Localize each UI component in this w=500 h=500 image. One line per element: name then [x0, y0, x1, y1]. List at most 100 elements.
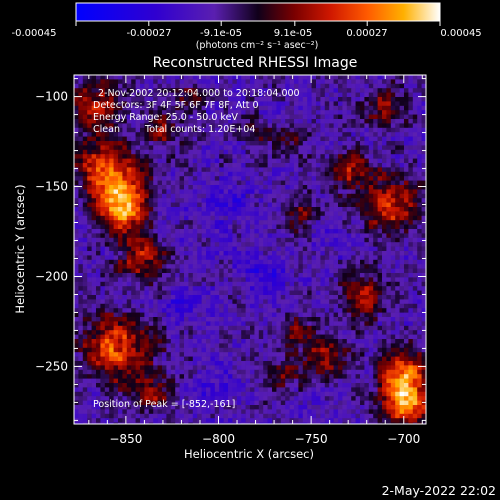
heatmap-cell: [74, 171, 79, 177]
heatmap-cell: [126, 273, 132, 278]
heatmap-cell: [346, 97, 352, 102]
heatmap-cell: [408, 154, 414, 159]
colorbar-tick-label: -0.00045: [12, 28, 57, 39]
heatmap-cell: [311, 141, 317, 146]
heatmap-cell: [395, 251, 400, 256]
heatmap-cell: [267, 88, 273, 93]
heatmap-cell: [316, 141, 321, 146]
heatmap-cell: [100, 299, 106, 305]
heatmap-cell: [399, 92, 405, 98]
heatmap-cell: [254, 303, 260, 309]
heatmap-cell: [364, 123, 370, 129]
heatmap-cell: [214, 189, 220, 195]
heatmap-cell: [91, 167, 97, 173]
heatmap-cell: [140, 281, 145, 287]
heatmap-cell: [223, 193, 229, 199]
heatmap-cell: [386, 101, 392, 107]
heatmap-cell: [192, 211, 198, 217]
heatmap-cell: [373, 325, 378, 331]
heatmap-cell: [346, 255, 352, 261]
heatmap-cell: [245, 163, 251, 168]
heatmap-cell: [294, 264, 299, 269]
heatmap-cell: [404, 83, 409, 89]
heatmap-cell: [148, 312, 154, 318]
heatmap-cell: [263, 105, 268, 111]
heatmap-cell: [82, 97, 88, 102]
heatmap-cell: [170, 92, 176, 98]
heatmap-cell: [157, 339, 163, 344]
heatmap-cell: [351, 132, 356, 137]
heatmap-cell: [135, 83, 141, 89]
heatmap-cell: [333, 251, 339, 256]
heatmap-cell: [324, 330, 330, 335]
heatmap-cell: [232, 215, 238, 221]
heatmap-cell: [408, 136, 414, 142]
heatmap-cell: [316, 145, 321, 151]
heatmap-cell: [342, 167, 348, 173]
heatmap-cell: [298, 211, 304, 217]
heatmap-cell: [289, 75, 295, 80]
heatmap-cell: [206, 163, 211, 168]
heatmap-cell: [245, 321, 251, 327]
heatmap-cell: [390, 281, 396, 287]
heatmap-cell: [188, 101, 194, 107]
heatmap-cell: [267, 273, 273, 278]
heatmap-cell: [153, 273, 158, 278]
heatmap-cell: [333, 303, 339, 309]
heatmap-cell: [404, 321, 409, 327]
heatmap-cell: [179, 163, 185, 168]
heatmap-cell: [210, 224, 216, 230]
heatmap-cell: [399, 97, 405, 102]
heatmap-cell: [153, 180, 158, 186]
heatmap-cell: [263, 233, 268, 239]
heatmap-cell: [109, 295, 114, 300]
heatmap-cell: [417, 185, 422, 190]
heatmap-cell: [126, 88, 132, 93]
heatmap-cell: [399, 229, 405, 234]
heatmap-cell: [188, 242, 194, 247]
heatmap-cell: [192, 141, 198, 146]
heatmap-cell: [122, 312, 128, 318]
heatmap-cell: [82, 198, 88, 203]
heatmap-cell: [201, 132, 207, 137]
heatmap-cell: [245, 110, 251, 115]
heatmap-cell: [258, 110, 264, 115]
heatmap-cell: [201, 110, 207, 115]
heatmap-cell: [346, 290, 352, 296]
heatmap-cell: [184, 220, 189, 225]
heatmap-cell: [333, 220, 339, 225]
heatmap-cell: [214, 277, 220, 283]
heatmap-cell: [333, 277, 339, 283]
heatmap-cell: [355, 163, 361, 168]
heatmap-cell: [135, 339, 141, 344]
heatmap-cell: [232, 132, 238, 137]
heatmap-cell: [386, 193, 392, 199]
heatmap-cell: [377, 268, 383, 274]
heatmap-cell: [144, 193, 150, 199]
heatmap-cell: [228, 312, 233, 318]
heatmap-cell: [245, 251, 251, 256]
heatmap-cell: [232, 273, 238, 278]
heatmap-cell: [126, 132, 132, 137]
heatmap-cell: [360, 105, 365, 111]
heatmap-cell: [82, 321, 88, 327]
heatmap-cell: [377, 290, 383, 296]
heatmap-cell: [206, 83, 211, 89]
heatmap-cell: [175, 83, 180, 89]
heatmap-cell: [280, 105, 286, 111]
heatmap-cell: [78, 317, 84, 322]
heatmap-cell: [373, 189, 378, 195]
heatmap-cell: [263, 229, 268, 234]
heatmap-cell: [395, 317, 400, 322]
heatmap-cell: [188, 189, 194, 195]
heatmap-cell: [324, 312, 330, 318]
heatmap-cell: [311, 237, 317, 243]
heatmap-cell: [91, 273, 97, 278]
heatmap-cell: [241, 167, 246, 173]
heatmap-cell: [412, 145, 418, 151]
heatmap-cell: [333, 149, 339, 155]
heatmap-cell: [382, 325, 387, 331]
heatmap-cell: [254, 141, 260, 146]
heatmap-cell: [316, 198, 321, 203]
heatmap-cell: [412, 343, 418, 349]
